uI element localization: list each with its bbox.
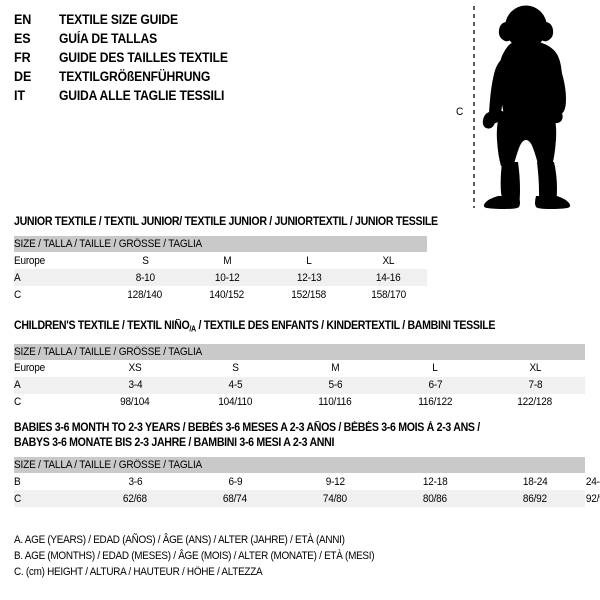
cell-value: 104/110	[218, 396, 252, 408]
cell-value: L	[432, 362, 438, 374]
cell-value: XS	[128, 362, 142, 374]
cell-value: 6-9	[228, 475, 242, 488]
cell-value: 24-36	[585, 475, 600, 488]
cell-value: 12-18	[422, 475, 448, 488]
cell-value: 116/122	[418, 396, 452, 408]
cell-value: 62/68	[123, 492, 147, 505]
cell-value: 12-13	[296, 271, 322, 284]
language-row-de: DE TEXTILGRÖßENFÜHRUNG	[14, 67, 414, 86]
cell-value: 110/116	[318, 396, 352, 408]
section-babies-textile: BABIES 3-6 MONTH TO 2-3 YEARS / BEBÉS 3-…	[14, 420, 600, 507]
language-code-fr: FR	[14, 50, 31, 65]
legend-row-a: A. AGE (YEARS) / EDAD (AÑOS) / ÂGE (ANS)…	[14, 534, 345, 546]
section-children-textile: CHILDREN'S TEXTILE / TEXTIL NIÑO/A / TEX…	[14, 318, 586, 411]
language-code-en: EN	[14, 12, 32, 27]
section-title-children-pre: CHILDREN'S TEXTILE / TEXTIL NIÑO	[14, 319, 190, 332]
table-row: A 8-10 10-12 12-13 14-16	[14, 269, 428, 286]
cell-value: XL	[382, 254, 395, 267]
language-code-it: IT	[14, 88, 25, 103]
silhouette-body	[482, 5, 571, 209]
language-text-en: TEXTILE SIZE GUIDE	[59, 12, 178, 27]
cell-value: 92/98	[585, 492, 600, 505]
section-title-children-post: / TEXTILE DES ENFANTS / KINDERTEXTIL / B…	[195, 319, 496, 332]
language-row-fr: FR GUIDE DES TAILLES TEXTILE	[14, 48, 414, 67]
cell-value: 6-7	[428, 379, 442, 391]
legend-row-b: B. AGE (MONTHS) / EDAD (MESES) / ÂGE (MO…	[14, 550, 375, 562]
measurement-figure: C	[440, 2, 600, 210]
row-label: B	[14, 475, 21, 488]
cell-value: 18-24	[522, 475, 548, 488]
cell-value: 140/152	[209, 288, 245, 301]
table-row: C 98/104 104/110 110/116 116/122 122/128	[14, 393, 586, 411]
row-label: Europe	[14, 254, 45, 267]
language-text-fr: GUIDE DES TAILLES TEXTILE	[59, 50, 228, 65]
cell-value: 3-4	[128, 379, 142, 391]
row-label: C	[14, 288, 22, 301]
section-title-children: CHILDREN'S TEXTILE / TEXTIL NIÑO/A / TEX…	[14, 318, 536, 337]
cell-value: 80/86	[423, 492, 447, 505]
language-row-en: EN TEXTILE SIZE GUIDE	[14, 10, 414, 29]
language-text-es: GUÍA DE TALLAS	[59, 31, 158, 46]
cell-value: 128/140	[127, 288, 163, 301]
cell-value: 5-6	[328, 379, 342, 391]
table-babies-band-row: SIZE / TALLA / TAILLE / GRÖSSE / TAGLIA	[14, 457, 586, 473]
section-title-children-sub: /A	[189, 324, 196, 334]
table-babies-band-label: SIZE / TALLA / TAILLE / GRÖSSE / TAGLIA	[14, 459, 203, 471]
row-label: A	[14, 271, 21, 284]
table-children: SIZE / TALLA / TAILLE / GRÖSSE / TAGLIA …	[14, 343, 586, 411]
language-text-it: GUIDA ALLE TAGLIE TESSILI	[59, 88, 225, 103]
row-label: A	[14, 379, 21, 391]
section-title-babies-line2: BABYS 3-6 MONATE BIS 2-3 JAHRE / BAMBINI…	[14, 436, 335, 449]
legend-row-c: C. (cm) HEIGHT / ALTURA / HAUTEUR / HÖHE…	[14, 566, 263, 578]
cell-value: 86/92	[523, 492, 547, 505]
cell-value: 122/128	[517, 396, 553, 408]
cell-value: XL	[529, 362, 541, 374]
table-babies: SIZE / TALLA / TAILLE / GRÖSSE / TAGLIA …	[14, 457, 600, 507]
cell-value: S	[141, 254, 149, 267]
section-junior-textile: JUNIOR TEXTILE / TEXTIL JUNIOR/ TEXTILE …	[14, 214, 477, 303]
row-label: C	[14, 492, 22, 505]
cell-value: M	[222, 254, 232, 267]
cell-value: 7-8	[528, 379, 542, 391]
section-title-babies-line1: BABIES 3-6 MONTH TO 2-3 YEARS / BEBÉS 3-…	[14, 421, 480, 434]
cell-value: 98/104	[120, 396, 150, 408]
row-label: C	[14, 396, 22, 408]
cell-value: 68/74	[223, 492, 247, 505]
table-row: C 128/140 140/152 152/158 158/170	[14, 286, 428, 303]
cell-value: 74/80	[323, 492, 347, 505]
cell-value: 152/158	[291, 288, 327, 301]
cell-value: 3-6	[128, 475, 142, 488]
legend-block: A. AGE (YEARS) / EDAD (AÑOS) / ÂGE (ANS)…	[14, 532, 406, 580]
cell-value: L	[306, 254, 312, 267]
table-row: C 62/68 68/74 74/80 80/86 86/92 92/98	[14, 490, 600, 507]
table-row: A 3-4 4-5 5-6 6-7 7-8	[14, 376, 586, 394]
cell-value: 8-10	[135, 271, 155, 284]
section-title-junior: JUNIOR TEXTILE / TEXTIL JUNIOR/ TEXTILE …	[14, 215, 438, 228]
table-row: Europe XS S M L XL	[14, 359, 586, 377]
table-junior-band-label: SIZE / TALLA / TAILLE / GRÖSSE / TAGLIA	[14, 238, 203, 250]
language-text-de: TEXTILGRÖßENFÜHRUNG	[59, 69, 211, 84]
toddler-silhouette-icon	[473, 5, 571, 209]
cell-value: 9-12	[325, 475, 345, 488]
cell-value: S	[231, 362, 239, 374]
language-row-es: ES GUÍA DE TALLAS	[14, 29, 414, 48]
language-row-it: IT GUIDA ALLE TAGLIE TESSILI	[14, 86, 414, 105]
cell-value: 10-12	[214, 271, 240, 284]
table-children-band-row: SIZE / TALLA / TAILLE / GRÖSSE / TAGLIA	[14, 343, 586, 360]
table-row: B 3-6 6-9 9-12 12-18 18-24 24-36	[14, 473, 600, 490]
table-children-band-label: SIZE / TALLA / TAILLE / GRÖSSE / TAGLIA	[14, 345, 203, 358]
language-code-es: ES	[14, 31, 31, 46]
table-junior-band-row: SIZE / TALLA / TAILLE / GRÖSSE / TAGLIA	[14, 236, 428, 252]
cell-value: 14-16	[376, 271, 401, 284]
figure-measure-label: C	[456, 106, 464, 118]
table-junior: SIZE / TALLA / TAILLE / GRÖSSE / TAGLIA …	[14, 236, 428, 303]
cell-value: 158/170	[371, 288, 406, 301]
cell-value: M	[330, 362, 340, 374]
cell-value: 4-5	[228, 379, 242, 391]
language-title-block: EN TEXTILE SIZE GUIDE ES GUÍA DE TALLAS …	[14, 10, 414, 105]
table-row: Europe S M L XL	[14, 252, 428, 269]
row-label: Europe	[14, 362, 45, 374]
language-code-de: DE	[14, 69, 32, 84]
